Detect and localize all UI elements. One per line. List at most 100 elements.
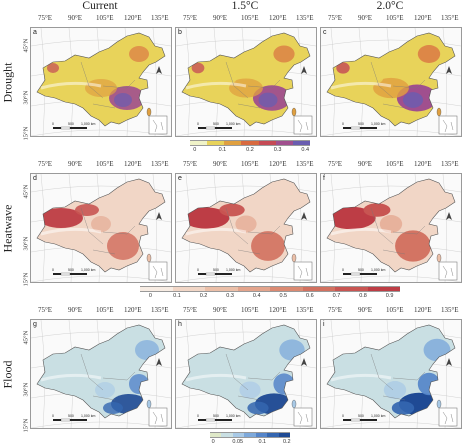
- graticule-line: [176, 331, 316, 339]
- china-map: 0 500 1,000 km: [176, 28, 316, 136]
- longitude-label: 120°E: [414, 14, 432, 22]
- hazard-region: [273, 188, 299, 208]
- inset-islands: [442, 119, 454, 133]
- legend-tick-label: 0.1: [173, 293, 181, 299]
- terrain-band: [185, 227, 247, 236]
- map-panel: 0 500 1,000 km d: [30, 173, 172, 283]
- taiwan-island: [146, 399, 152, 409]
- scale-label: 1,000 km: [226, 414, 240, 418]
- panel-label: i: [323, 321, 325, 328]
- hazard-region: [182, 207, 230, 229]
- terrain-band: [185, 81, 247, 90]
- longitude-label: 90°E: [358, 14, 373, 22]
- hazard-region: [47, 63, 59, 73]
- graticule-line: [31, 185, 171, 193]
- longitude-label: 75°E: [38, 160, 53, 168]
- hazard-region: [336, 62, 350, 74]
- china-border: [36, 32, 166, 127]
- taiwan-island: [146, 253, 152, 263]
- scale-bar-segment: [205, 272, 216, 276]
- map-panel: 0 500 1,000 km a: [30, 27, 172, 137]
- legend-tick-label: 0.6: [306, 293, 314, 299]
- hazard-region: [39, 208, 83, 228]
- latitude-label: 15°N: [22, 418, 30, 433]
- longitude-label: 105°E: [241, 14, 259, 22]
- longitude-label: 75°E: [183, 14, 198, 22]
- longitude-label: 105°E: [241, 306, 259, 314]
- hazard-region: [379, 215, 403, 233]
- inset-islands: [442, 265, 454, 279]
- longitude-label: 105°E: [386, 160, 404, 168]
- row-header: Drought: [0, 62, 15, 103]
- legend-swatch: [278, 432, 290, 438]
- legend-swatch: [172, 286, 205, 292]
- south-china-sea-inset: [438, 261, 458, 281]
- panel-label: e: [178, 175, 182, 182]
- legend-swatch: [205, 286, 238, 292]
- hazard-region: [51, 70, 91, 86]
- legend-swatch: [241, 140, 259, 146]
- longitude-label: 120°E: [269, 306, 287, 314]
- hazard-region: [103, 402, 123, 414]
- legend-swatch: [190, 140, 208, 146]
- hazard-region: [247, 401, 269, 415]
- longitude-label: 75°E: [328, 14, 343, 22]
- china-map: 0 500 1,000 km: [31, 28, 171, 136]
- legend-tick-label: 0: [193, 147, 197, 153]
- legend-tick-label: 0.5: [279, 293, 288, 299]
- legend-tick-label: 0.4: [301, 147, 310, 153]
- south-china-sea-inset: [148, 407, 168, 427]
- province-lines: [225, 207, 281, 255]
- scale-tick-label: 0: [342, 122, 344, 126]
- inset-islands: [152, 119, 164, 133]
- scale-tick-label: 500: [358, 268, 364, 272]
- longitude-label: 90°E: [213, 14, 228, 22]
- longitude-label: 135°E: [151, 14, 169, 22]
- china-border: [181, 324, 311, 419]
- hazard-region: [95, 382, 115, 398]
- legend-tick-label: 0: [211, 439, 215, 445]
- scale-tick-label: 500: [358, 122, 364, 126]
- hazard-region: [235, 215, 257, 233]
- longitude-label: 135°E: [441, 160, 459, 168]
- north-arrow-icon: [156, 358, 162, 366]
- scale-tick-label: 500: [213, 122, 219, 126]
- north-arrow-icon: [156, 212, 162, 220]
- scale-tick-label: 0: [52, 414, 54, 418]
- china-border: [326, 32, 456, 127]
- scale-bar-segment: [60, 126, 71, 130]
- hazard-region: [129, 189, 153, 207]
- terrain-band: [40, 227, 102, 236]
- china-map: 0 500 1,000 km: [31, 174, 171, 282]
- legend-tick-label: 0.05: [232, 439, 244, 445]
- latitude-label: 45°N: [22, 38, 30, 53]
- map-panel: 0 500 1,000 km g: [30, 319, 172, 429]
- scale-label: 1,000 km: [371, 268, 385, 272]
- longitude-label: 105°E: [386, 14, 404, 22]
- hazard-region: [135, 340, 159, 360]
- scale-label: 1,000 km: [81, 414, 95, 418]
- south-china-sea-inset: [438, 407, 458, 427]
- longitude-label: 75°E: [183, 306, 198, 314]
- taiwan-island: [436, 107, 442, 117]
- legend-tick-label: 0.3: [273, 147, 282, 153]
- legend-swatch: [237, 286, 270, 292]
- hazard-region: [114, 93, 132, 107]
- longitude-label: 75°E: [38, 306, 53, 314]
- hazard-region: [327, 206, 376, 230]
- scale-tick-label: 0: [197, 122, 199, 126]
- longitude-label: 105°E: [96, 306, 114, 314]
- hazard-region: [363, 203, 391, 217]
- scale-label: 1,000 km: [371, 122, 385, 126]
- north-arrow-icon: [446, 358, 452, 366]
- hazard-region: [258, 92, 278, 108]
- hazard-region: [251, 231, 285, 261]
- latitude-label: 30°N: [22, 382, 30, 397]
- south-china-sea-inset: [293, 115, 313, 135]
- scale-bar-segment: [60, 272, 71, 276]
- longitude-label: 120°E: [124, 160, 142, 168]
- legend-swatch: [302, 286, 335, 292]
- scale-tick-label: 500: [68, 122, 74, 126]
- scale-tick-label: 0: [342, 268, 344, 272]
